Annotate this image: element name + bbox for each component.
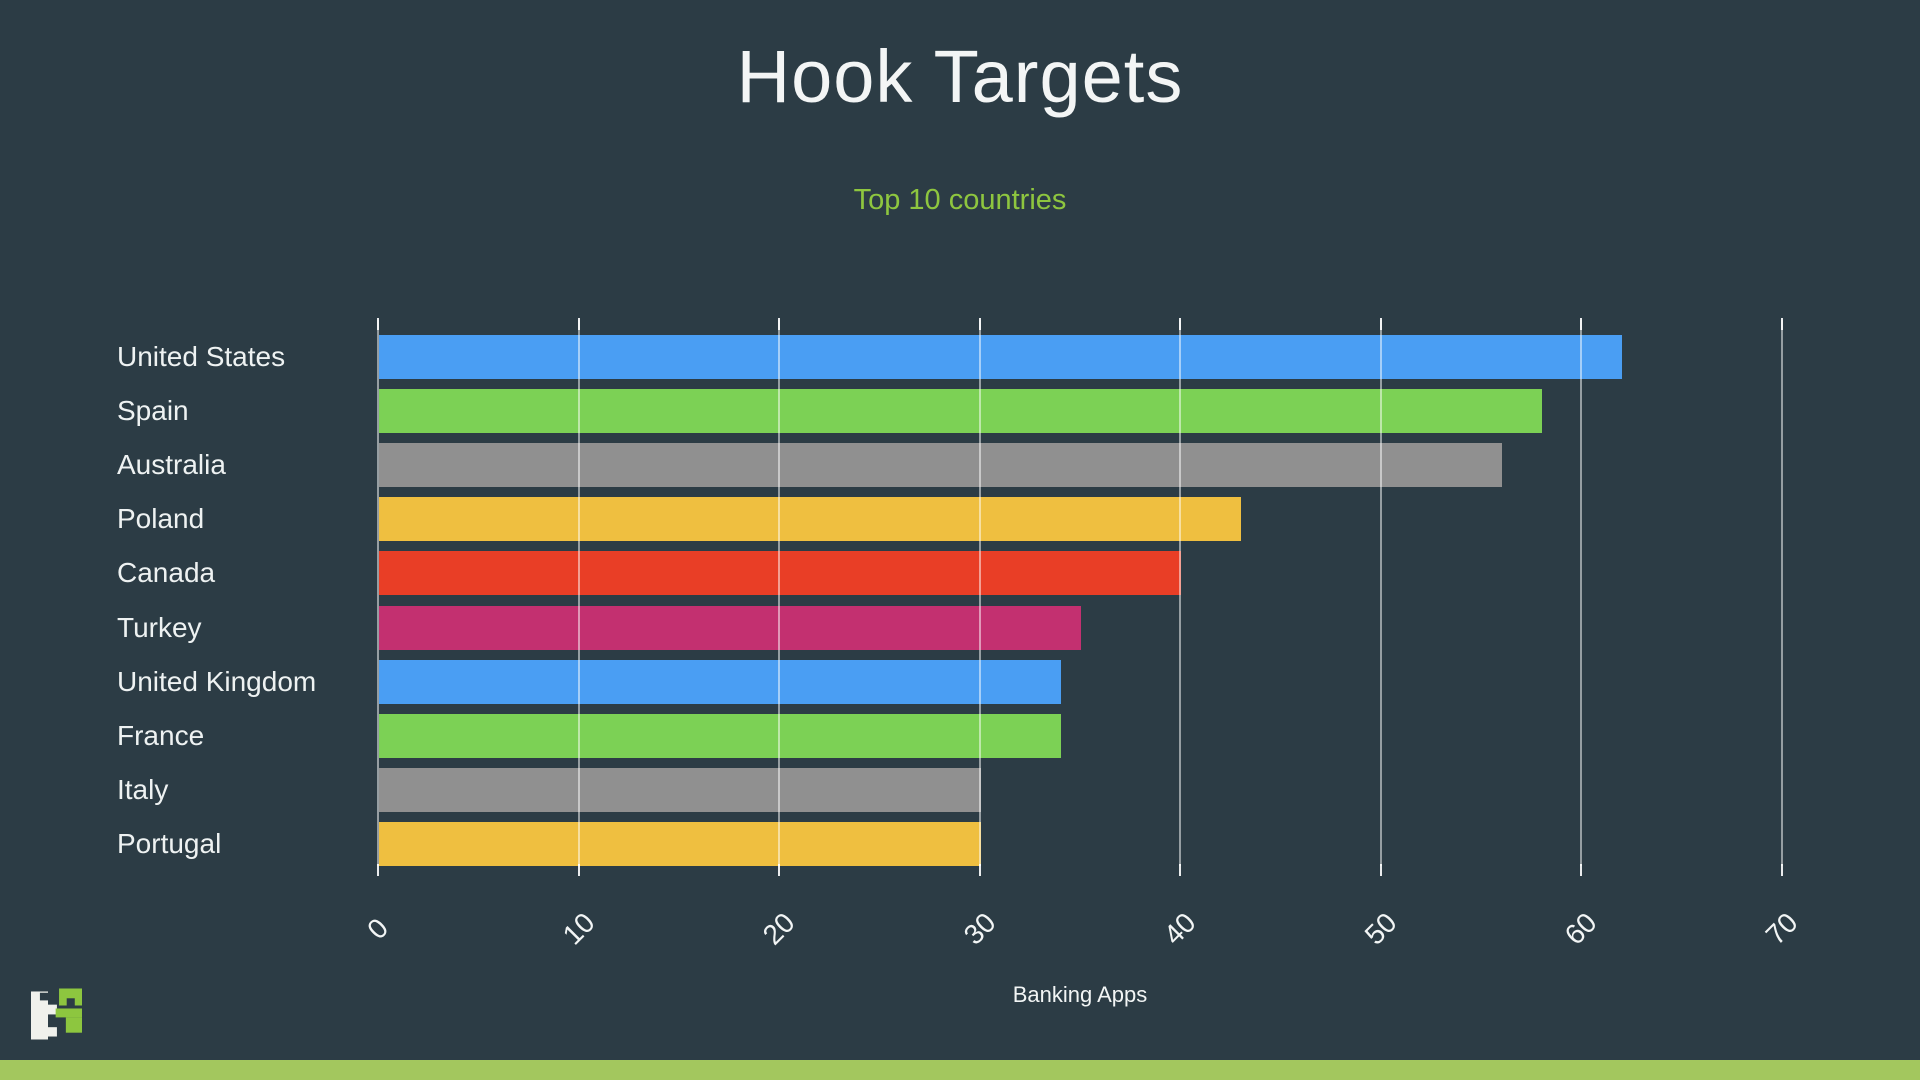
category-label: France [117,719,205,751]
bar-poland [379,497,1242,542]
tick-mark [1780,864,1783,876]
gridline [778,320,780,866]
tick-mark [577,864,580,876]
bar-italy [379,767,981,812]
gridline [1179,320,1181,866]
gridline [978,320,981,866]
gridline [1780,320,1783,866]
footer-accent-bar [0,1060,1920,1080]
category-label: United Kingdom [117,665,317,697]
bar-france [379,713,1061,758]
tick-mark [778,864,780,876]
bar-united-states [379,335,1623,379]
logo-right-glyph [39,988,82,1033]
category-label: Australia [117,449,226,481]
category-label: Poland [117,503,205,535]
tick-mark [1179,864,1181,876]
logo-left-glyph [31,991,57,1040]
tick-mark [1379,318,1382,330]
tick-mark [1580,864,1582,876]
category-label: Turkey [117,611,202,643]
category-label: Italy [117,773,169,805]
tick-mark [978,864,981,876]
gridline [577,320,580,866]
tick-mark [778,318,780,330]
gridline [1379,320,1382,866]
tick-mark [978,318,981,330]
x-tick-label: 20 [756,906,801,951]
x-tick-label: 50 [1358,906,1403,951]
bar-australia [379,443,1502,488]
x-tick-label: 0 [361,912,395,946]
gridline [377,320,379,866]
category-label: United States [117,341,286,372]
chart-subtitle: Top 10 countries [853,184,1067,216]
x-axis-title: Banking Apps [1012,982,1148,1007]
bar-canada [379,551,1181,596]
x-tick-label: 60 [1558,906,1603,951]
brand-logo [31,988,82,1040]
bar-united-kingdom [379,659,1061,704]
tick-mark [577,318,580,330]
x-tick-label: 10 [556,906,601,951]
x-tick-label: 70 [1759,906,1804,951]
category-label: Canada [117,557,216,589]
tick-mark [1379,864,1382,876]
tick-mark [377,318,379,330]
chart-title: Hook Targets [736,35,1184,118]
tick-mark [377,864,379,876]
tick-mark [1179,318,1181,330]
tick-mark [1780,318,1783,330]
category-label: Portugal [117,827,222,859]
gridline [1580,320,1582,866]
tick-mark [1580,318,1582,330]
bar-turkey [379,605,1081,650]
bar-portugal [379,821,981,866]
category-label: Spain [117,395,189,427]
bar-spain [379,389,1542,434]
x-tick-label: 40 [1157,906,1202,951]
x-tick-label: 30 [957,906,1002,951]
